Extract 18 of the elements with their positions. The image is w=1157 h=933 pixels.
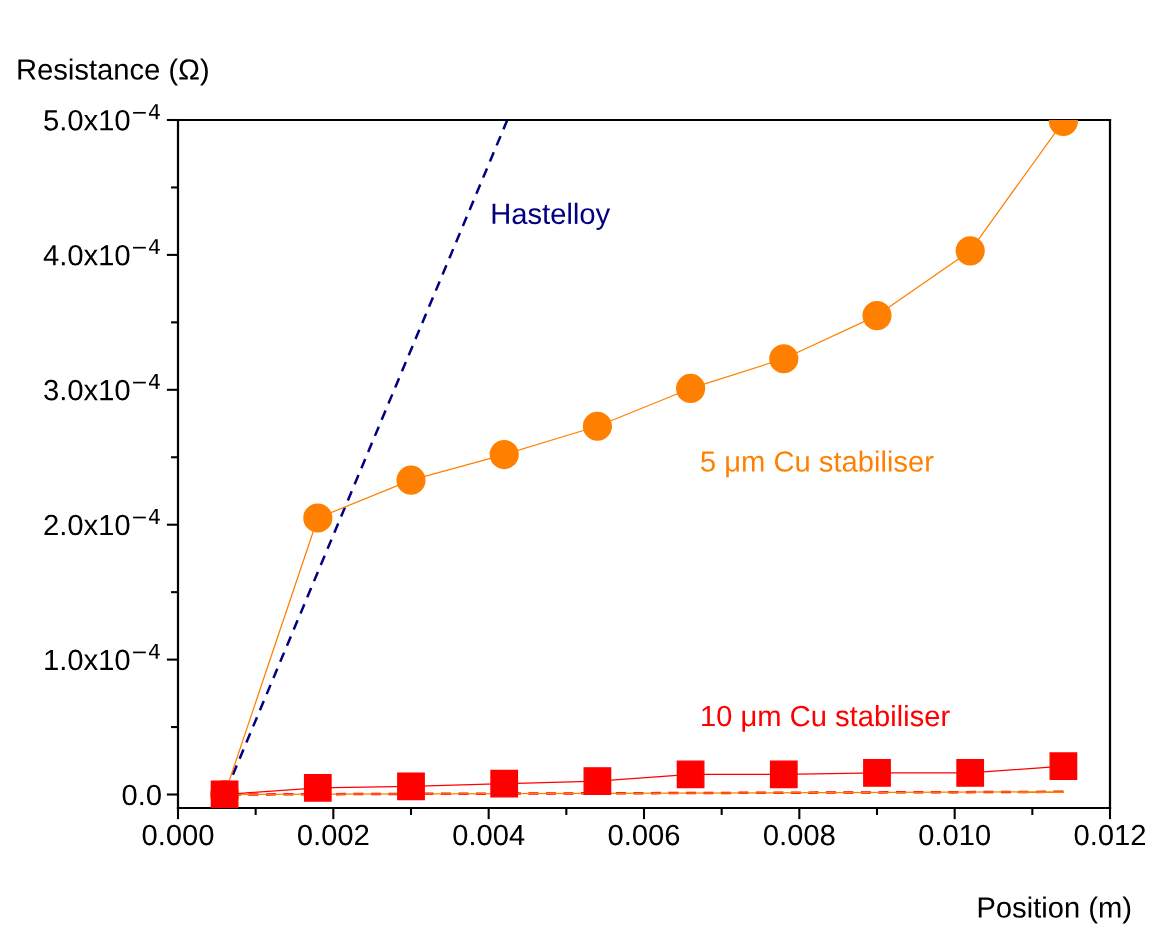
y-tick-label: 5.0x10$^{−4}$ <box>44 104 160 131</box>
x-tick-label: 0.006 <box>608 824 680 846</box>
series-label: Hastelloy <box>492 202 611 230</box>
series-label: 10 μm Cu stabiliser <box>702 704 950 732</box>
x-tick-label: 0.000 <box>142 824 214 846</box>
y-axis-title: Resistance (Ω) <box>18 58 208 86</box>
y-tick-label: 2.0x10$^{−4}$ <box>44 509 160 536</box>
x-tick-label: 0.008 <box>763 824 835 846</box>
series-label: 5 μm Cu stabiliser <box>701 450 934 478</box>
x-tick-label: 0.012 <box>1074 824 1146 846</box>
x-tick-label: 0.010 <box>919 824 991 846</box>
y-tick-label: 0.0 <box>122 784 161 806</box>
y-tick-label: 1.0x10$^{−4}$ <box>45 643 160 671</box>
y-tick-label: 4.0x10$^{−4}$ <box>43 239 160 266</box>
x-tick-label: 0.002 <box>297 824 369 846</box>
x-axis-title: Position (m) <box>978 896 1131 924</box>
x-tick-label: 0.004 <box>453 824 525 846</box>
y-tick-label: 3.0x10$^{−4}$ <box>44 374 160 401</box>
